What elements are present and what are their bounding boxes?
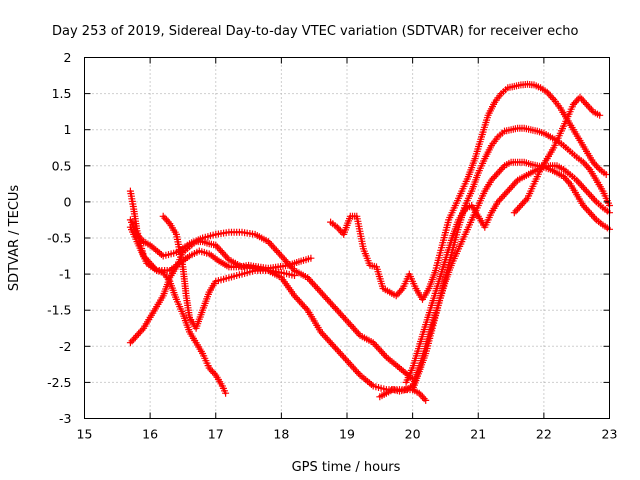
y-tick-label: 0.5 — [52, 158, 72, 173]
x-tick-label: 15 — [77, 427, 93, 442]
series-markers — [159, 212, 430, 404]
series-layer — [126, 80, 613, 404]
y-tick-label: -1.5 — [47, 303, 71, 318]
x-tick-label: 23 — [602, 427, 618, 442]
chart-title: Day 253 of 2019, Sidereal Day-to-day VTE… — [52, 24, 579, 39]
series-track-f — [327, 80, 610, 303]
y-tick-label: -0.5 — [47, 231, 71, 246]
y-tick-label: -1 — [59, 267, 71, 282]
y-tick-label: 0 — [64, 194, 72, 209]
x-tick-label: 21 — [470, 427, 486, 442]
x-tick-label: 19 — [339, 427, 355, 442]
y-tick-label: 1.5 — [52, 86, 72, 101]
y-tick-label: -2.5 — [47, 375, 71, 390]
x-tick-label: 22 — [536, 427, 552, 442]
ticks: 15 16 17 18 19 20 21 22 23 2 1.5 1 0.5 0 -0.5 -1 -1.5 -2 -… — [47, 50, 617, 442]
grid — [84, 57, 610, 419]
y-axis-label: SDTVAR / TECUs — [7, 185, 22, 292]
series-markers — [409, 158, 613, 394]
series-track-i — [402, 162, 613, 386]
y-tick-label: 2 — [64, 50, 72, 65]
x-tick-label: 16 — [142, 427, 158, 442]
series-track-e — [159, 212, 430, 404]
x-tick-label: 17 — [208, 427, 224, 442]
series-markers — [327, 80, 610, 303]
x-axis-label: GPS time / hours — [292, 460, 401, 475]
series-track-j — [510, 93, 604, 217]
x-tick-label: 20 — [405, 427, 421, 442]
series-markers — [510, 93, 604, 217]
series-track-h — [409, 158, 613, 394]
x-tick-label: 18 — [273, 427, 289, 442]
y-tick-label: -3 — [59, 411, 71, 426]
y-tick-label: -2 — [59, 339, 71, 354]
y-tick-label: 1 — [64, 122, 72, 137]
